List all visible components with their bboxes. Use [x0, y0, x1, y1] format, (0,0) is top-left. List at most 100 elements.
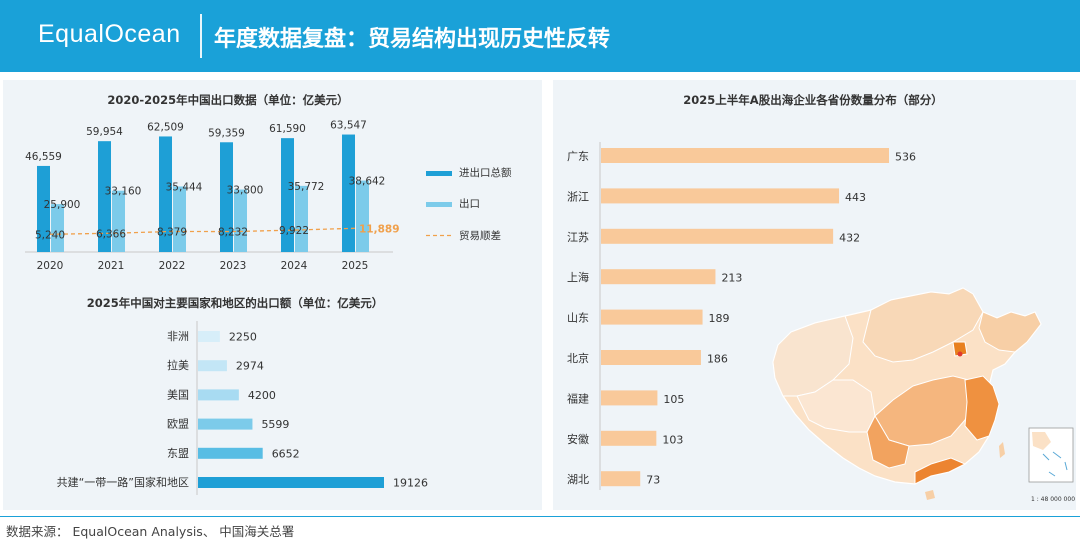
bar-province-1: [601, 188, 840, 204]
province-value-5: 186: [707, 353, 728, 366]
province-value-7: 103: [662, 433, 683, 446]
map-region-beijing: [952, 341, 968, 357]
inset-dashes: [1042, 451, 1068, 477]
label-total-2023: 59,359: [208, 127, 245, 139]
bar-region-3: [198, 418, 253, 430]
label-export-2024: 35,772: [288, 181, 325, 193]
value-label-5: 19126: [393, 477, 428, 490]
bar-province-3: [601, 269, 716, 285]
label-balance-2023: 8,232: [218, 227, 248, 239]
south-sea-inset: [1028, 427, 1074, 483]
inset-coast: [1032, 432, 1051, 450]
bar-total-2021: [98, 141, 111, 252]
map-region-northeast: [978, 311, 1042, 353]
value-label-0: 2250: [229, 331, 257, 344]
province-label-0: 广东: [567, 150, 589, 163]
bar-province-7: [601, 430, 657, 446]
legend-swatch-total: [426, 171, 452, 176]
label-balance-2024: 9,922: [279, 225, 309, 237]
value-label-3: 5599: [261, 418, 289, 431]
value-label-4: 6652: [272, 447, 300, 460]
label-export-2023: 33,800: [227, 185, 264, 197]
region-export-chart: 2025年中国对主要国家和地区的出口额（单位：亿美元） 非洲 2250 拉美 2974 美…: [57, 296, 428, 495]
province-label-8: 湖北: [567, 473, 589, 486]
province-value-1: 443: [845, 191, 866, 204]
legend-label-balance: 贸易顺差: [459, 229, 501, 242]
bar-region-2: [198, 389, 239, 401]
label-total-2020: 46,559: [25, 151, 62, 163]
bar-province-8: [601, 471, 641, 487]
value-label-2: 4200: [248, 389, 276, 402]
province-label-3: 上海: [567, 270, 589, 284]
category-label-0: 非洲: [167, 330, 189, 343]
category-label-3: 欧盟: [167, 418, 189, 431]
province-label-1: 浙江: [567, 190, 589, 203]
data-source: 数据来源： EqualOcean Analysis、 中国海关总署: [6, 524, 295, 539]
label-export-2022: 35,444: [166, 181, 203, 193]
label-balance-2020: 5,240: [35, 229, 65, 241]
bar-total-2024: [281, 138, 294, 252]
legend-label-total: 进出口总额: [459, 166, 512, 179]
bar-total-2022: [159, 136, 172, 252]
map-region-sichuan: [866, 414, 910, 469]
legend-swatch-export: [426, 202, 452, 207]
category-label-1: 拉美: [167, 358, 189, 372]
bar-export-2021: [112, 190, 125, 252]
chart-title: 2025上半年A股出海企业各省份数量分布（部分）: [683, 93, 942, 107]
bar-province-2: [601, 228, 834, 244]
province-label-7: 安徽: [567, 432, 589, 446]
bar-region-4: [198, 447, 263, 459]
map-scale: 1 : 48 000 000: [1031, 496, 1075, 503]
label-balance-2022: 8,379: [157, 226, 187, 238]
tick-label-2023: 2023: [220, 260, 247, 272]
tick-label-2021: 2021: [98, 260, 125, 272]
bar-province-5: [601, 350, 701, 365]
tick-label-2024: 2024: [281, 260, 308, 272]
bar-export-2024: [295, 185, 308, 252]
tick-label-2020: 2020: [37, 260, 64, 272]
bar-export-2020: [51, 204, 64, 252]
province-label-4: 山东: [567, 312, 589, 325]
label-export-2020: 25,900: [44, 199, 81, 211]
bar-export-2022: [173, 186, 186, 252]
label-total-2022: 62,509: [147, 121, 184, 133]
bar-region-1: [198, 360, 227, 372]
tick-label-2022: 2022: [159, 260, 186, 272]
bar-export-2025: [356, 180, 369, 252]
category-label-5: 共建“一带一路”国家和地区: [57, 475, 189, 489]
bar-total-2025: [342, 134, 355, 252]
yearly-export-chart: 2020-2025年中国出口数据（单位：亿美元） 46,559 25,900 2020…: [25, 93, 512, 272]
map-region-hainan: [925, 490, 935, 500]
province-value-2: 432: [839, 231, 860, 244]
bar-province-4: [601, 309, 703, 325]
map-region-east-coast: [964, 375, 1000, 441]
china-map: [772, 287, 1042, 500]
label-balance-2025: 11,889: [359, 223, 400, 235]
bar-total-2023: [220, 142, 233, 252]
map-region-guangdong: [914, 457, 967, 485]
legend-label-export: 出口: [459, 197, 480, 210]
beijing-marker-icon: [957, 351, 963, 357]
equalocean-logo: EqualOcean: [38, 20, 181, 48]
label-export-2025: 38,642: [349, 176, 386, 188]
label-total-2021: 59,954: [86, 126, 123, 138]
province-value-3: 213: [721, 272, 742, 285]
tick-label-2025: 2025: [342, 260, 369, 272]
province-distribution-chart: 1 : 48 000 000 2025上半年A股出海企业各省份数量分布（部分） 广…: [567, 93, 1075, 503]
header-divider: [200, 14, 202, 58]
province-value-4: 189: [709, 312, 730, 325]
bar-province-6: [601, 390, 658, 406]
category-label-2: 美国: [167, 388, 189, 401]
bar-province-0: [601, 148, 889, 163]
map-region-taiwan: [999, 442, 1005, 458]
page-title: 年度数据复盘：贸易结构出现历史性反转: [214, 27, 611, 52]
footer-divider: [0, 516, 1080, 517]
province-value-8: 73: [646, 474, 660, 487]
value-label-1: 2974: [236, 360, 264, 373]
map-region-inner-mongolia: [862, 287, 984, 363]
bar-region-0: [198, 331, 220, 342]
balance-line: [49, 227, 356, 235]
bar-total-2020: [37, 165, 50, 252]
bar-export-2023: [234, 189, 247, 252]
category-label-4: 东盟: [167, 447, 189, 460]
